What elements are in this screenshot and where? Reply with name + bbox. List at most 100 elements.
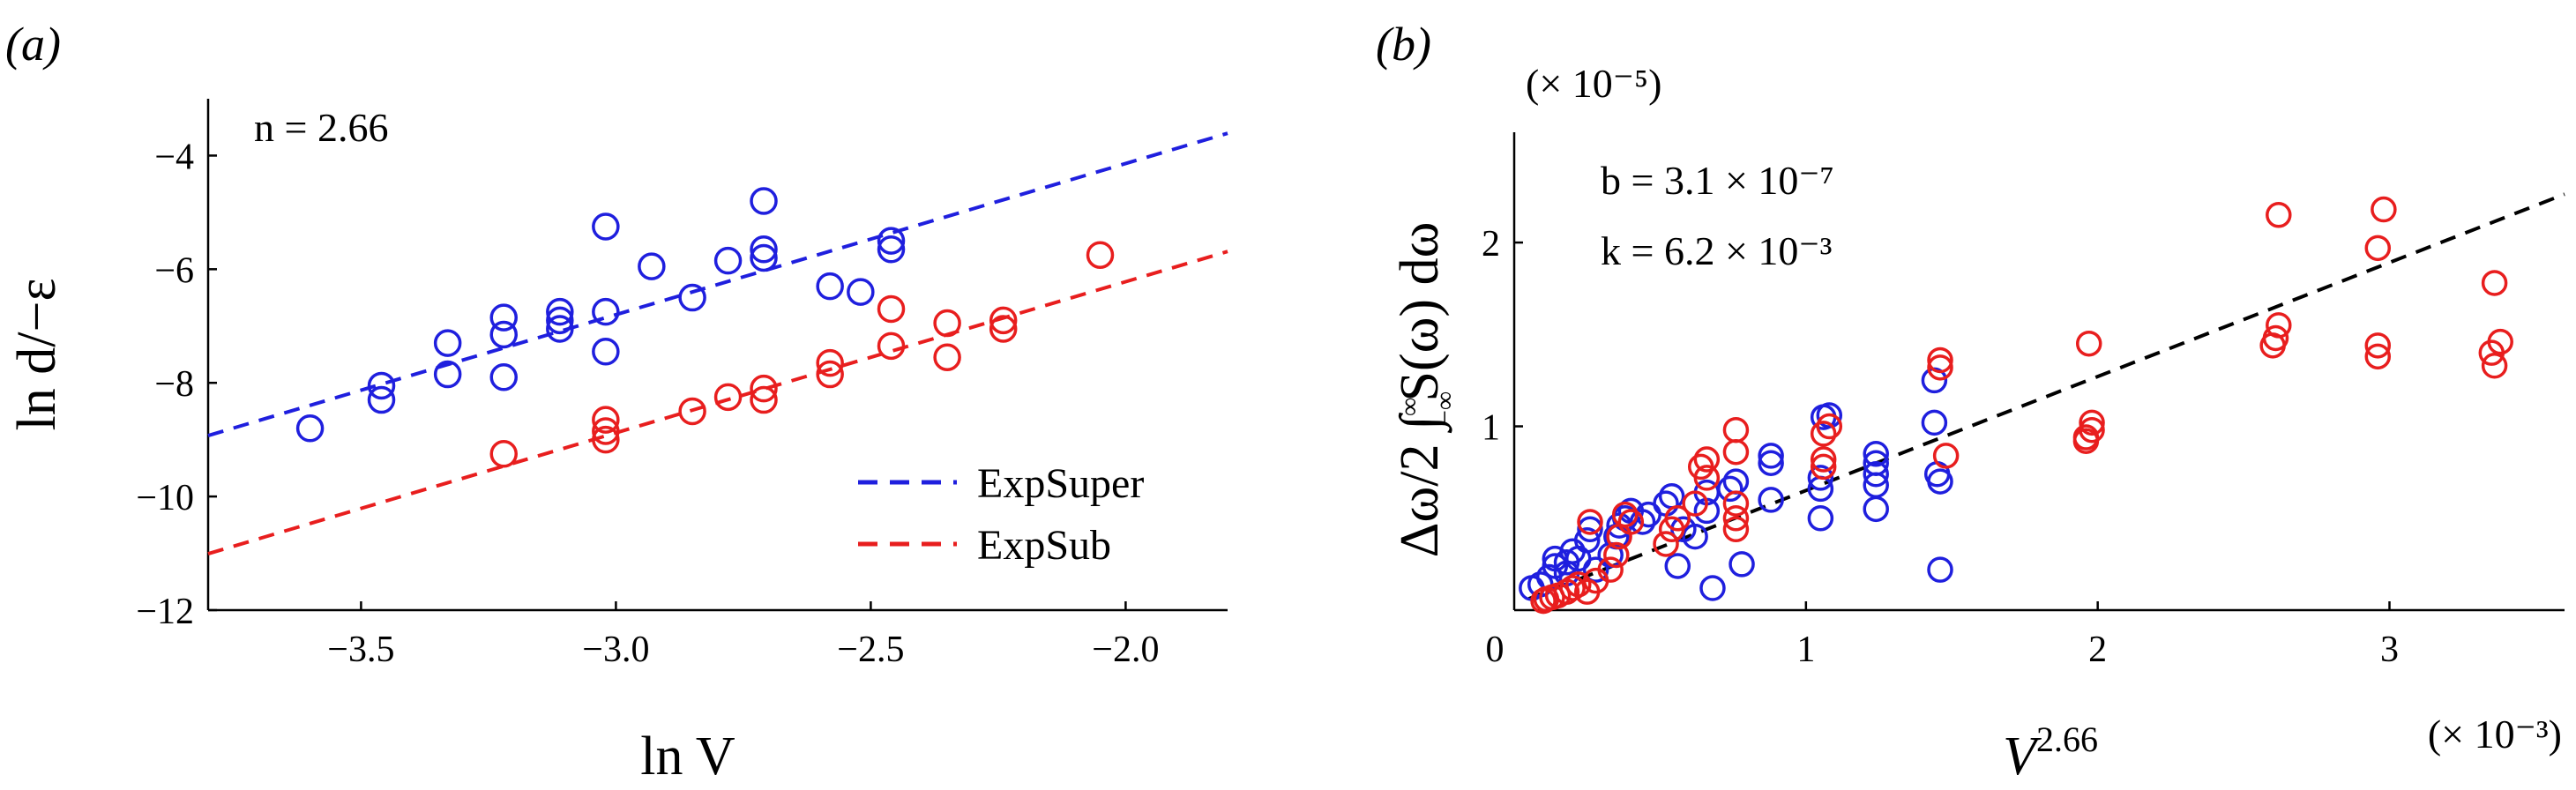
panel-b-x-scale-note: (× 10⁻³) <box>2428 712 2562 756</box>
legend-label-expsuper: ExpSuper <box>977 460 1144 507</box>
data-point-expsub <box>1664 505 1691 532</box>
panel-b-annotation-k: k = 6.2 × 10⁻³ <box>1601 228 1832 273</box>
panel-b-label: (b) <box>1376 18 1431 71</box>
panel-a-y-tick-label: −8 <box>154 364 194 405</box>
data-point-expsuper <box>1729 551 1755 578</box>
data-point-expsub <box>1653 531 1679 557</box>
data-point-expsub <box>1722 505 1750 532</box>
panel-a-x-tick-label: −2.0 <box>1092 630 1159 670</box>
data-point-expsuper <box>546 306 574 335</box>
data-point-expsuper <box>1664 553 1691 579</box>
data-point-expsub <box>933 309 961 338</box>
data-point-expsuper <box>1577 516 1603 543</box>
data-point-expsuper <box>750 235 778 264</box>
data-point-expsuper <box>1863 460 1889 488</box>
panel-a-x-tick-label: −2.5 <box>837 630 904 670</box>
data-point-expsub <box>678 397 706 426</box>
panel-a-label: (a) <box>5 18 61 71</box>
data-point-expsuper <box>1722 468 1750 495</box>
data-point-expsub <box>1617 509 1645 535</box>
panel-b-points <box>1519 196 2513 615</box>
data-point-expsub <box>592 425 620 454</box>
data-point-expsuper <box>750 243 778 272</box>
data-point-expsub <box>592 406 620 434</box>
data-point-expsub <box>2079 416 2105 443</box>
data-point-expsuper <box>678 283 706 312</box>
data-point-expsub <box>2072 424 2100 451</box>
data-point-expsuper <box>592 297 620 326</box>
panel-b-ticks: 0 1 2 3 1 2 <box>1482 224 2399 670</box>
data-point-expsuper <box>1816 402 1843 429</box>
data-point-expsub <box>1611 501 1639 528</box>
data-point-expsuper <box>1807 465 1834 491</box>
data-point-expsuper <box>546 315 574 343</box>
data-point-expsuper <box>1573 527 1601 554</box>
data-point-expsub <box>1927 347 1953 374</box>
data-point-expsub <box>1810 446 1837 473</box>
panel-b-x-label-base: V <box>2003 727 2042 786</box>
data-point-expsub <box>989 306 1018 335</box>
panel-a-legend: ExpSuper ExpSub <box>858 460 1144 569</box>
panel-b-y-label-upper-limit: ∞ <box>1395 398 1424 416</box>
panel-a-y-tick-label: −12 <box>136 592 194 632</box>
data-point-expsuper <box>1927 556 1953 583</box>
panel-a: (a) −3.5 −3.0 −2.5 −2.0 −12 −10 −8 −6 −4 n = 2.6… <box>5 18 1228 786</box>
panel-b-x-label: V2.66 <box>2003 719 2098 786</box>
data-point-expsuper <box>1927 468 1953 495</box>
panel-a-y-tick-label: −4 <box>154 137 194 177</box>
data-point-expsub <box>750 374 778 403</box>
data-point-expsuper <box>295 414 325 443</box>
panel-b-fit-line <box>1527 192 2565 600</box>
data-point-expsuper <box>1582 556 1609 583</box>
fit-line-linear <box>1527 192 2565 600</box>
data-point-expsub <box>2481 352 2508 379</box>
data-point-expsuper <box>847 278 875 306</box>
panel-b-x-label-exponent: 2.66 <box>2036 719 2098 759</box>
data-point-expsub <box>2364 343 2392 370</box>
panel-b: (b) (× 10⁻⁵) 0 1 2 3 1 2 b = 3.1 × 10⁻⁷ k = 6… <box>1376 18 2565 786</box>
data-point-expsub <box>1722 490 1750 517</box>
panel-b-y-tick-label: 2 <box>1482 224 1500 265</box>
data-point-expsuper <box>638 252 666 280</box>
data-point-expsub <box>592 417 620 445</box>
data-point-expsub <box>2487 328 2513 355</box>
data-point-expsuper <box>750 187 778 215</box>
data-point-expsuper <box>1629 509 1656 535</box>
data-point-expsub <box>2364 235 2392 262</box>
data-point-expsuper <box>489 363 518 391</box>
data-point-expsuper <box>1921 409 1948 436</box>
data-point-expsub <box>2266 312 2292 339</box>
data-point-expsub <box>989 315 1018 343</box>
data-point-expsuper <box>816 272 844 301</box>
data-point-expsub <box>2266 202 2292 228</box>
data-point-expsuper <box>489 303 518 332</box>
panel-b-y-label: Δω/2 ∫ S(ω) dω <box>1390 222 1452 558</box>
data-point-expsub <box>816 348 844 377</box>
legend-label-expsub: ExpSub <box>977 522 1111 569</box>
panel-b-y-scale-note: (× 10⁻⁵) <box>1526 61 1661 106</box>
panel-a-x-tick-label: −3.0 <box>582 630 649 670</box>
panel-b-y-label-group: Δω/2 ∫ S(ω) dω ∞ −∞ <box>1390 222 1460 558</box>
data-point-expsuper <box>489 320 518 349</box>
data-point-expsuper <box>877 235 906 264</box>
data-point-expsub <box>2481 270 2508 296</box>
data-point-expsub <box>2371 196 2397 223</box>
data-point-expsub <box>816 360 844 389</box>
data-point-expsub <box>1816 413 1843 440</box>
panel-b-y-tick-label: 1 <box>1482 408 1500 449</box>
data-point-expsuper <box>1863 496 1889 523</box>
data-point-expsuper <box>592 212 620 241</box>
data-point-expsuper <box>433 360 462 389</box>
data-point-expsuper <box>1717 475 1743 503</box>
data-point-expsuper <box>1758 487 1784 513</box>
data-point-expsuper <box>1758 450 1784 476</box>
data-point-expsuper <box>1863 441 1889 467</box>
panel-b-y-label-lower-limit: −∞ <box>1430 391 1460 425</box>
data-point-expsuper <box>546 297 574 326</box>
data-point-expsuper <box>1807 505 1834 532</box>
panel-a-y-label: ln d/−ε <box>7 279 67 431</box>
data-point-expsuper <box>1758 443 1784 469</box>
data-point-expsuper <box>367 385 396 414</box>
data-point-expsub <box>1722 516 1750 543</box>
data-point-expsuper <box>592 338 620 366</box>
